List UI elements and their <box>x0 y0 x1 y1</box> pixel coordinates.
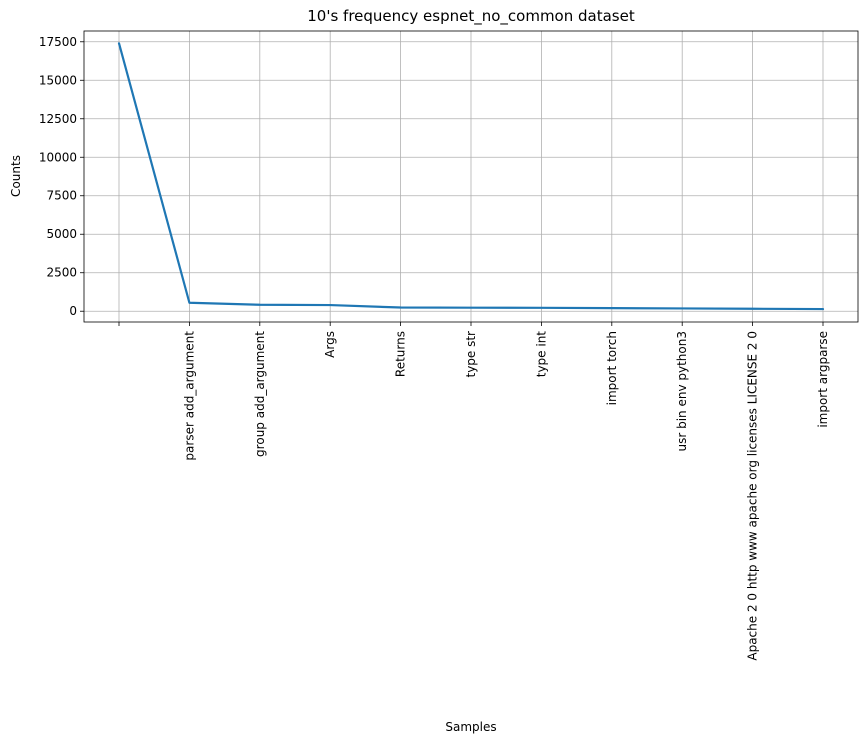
x-tick-label: parser add_argument <box>182 331 196 461</box>
plot-frame <box>83 30 859 323</box>
y-tick-label: 12500 <box>39 112 77 126</box>
x-tick-label: import argparse <box>816 331 830 428</box>
x-tick-label: Args <box>323 331 337 358</box>
x-tick-label: type int <box>534 331 548 378</box>
x-axis-label: Samples <box>445 720 496 734</box>
x-tick-label: Returns <box>394 331 408 377</box>
x-axis-ticks: parser add_argument group add_argument Arg… <box>118 322 830 661</box>
x-tick-label: import torch <box>605 331 619 405</box>
y-tick-label: 0 <box>69 304 77 318</box>
grid-lines <box>84 31 858 322</box>
y-tick-label: 5000 <box>46 227 77 241</box>
x-tick-label: group add_argument <box>253 331 267 457</box>
series-line <box>117 42 825 311</box>
y-tick-label: 15000 <box>39 73 77 87</box>
x-tick-label: usr bin env python3 <box>675 331 689 452</box>
chart-title: 10's frequency espnet_no_common dataset <box>307 7 635 26</box>
y-tick-label: 2500 <box>46 266 77 280</box>
y-axis-ticks: 0 2500 5000 7500 10000 12500 15000 17500 <box>39 35 84 318</box>
y-tick-label: 10000 <box>39 150 77 164</box>
y-tick-label: 17500 <box>39 35 77 49</box>
x-tick-label: type str <box>464 331 478 378</box>
x-tick-label: Apache 2 0 http www apache org licenses … <box>746 331 760 661</box>
y-axis-label: Counts <box>9 155 23 197</box>
y-tick-label: 7500 <box>46 189 77 203</box>
